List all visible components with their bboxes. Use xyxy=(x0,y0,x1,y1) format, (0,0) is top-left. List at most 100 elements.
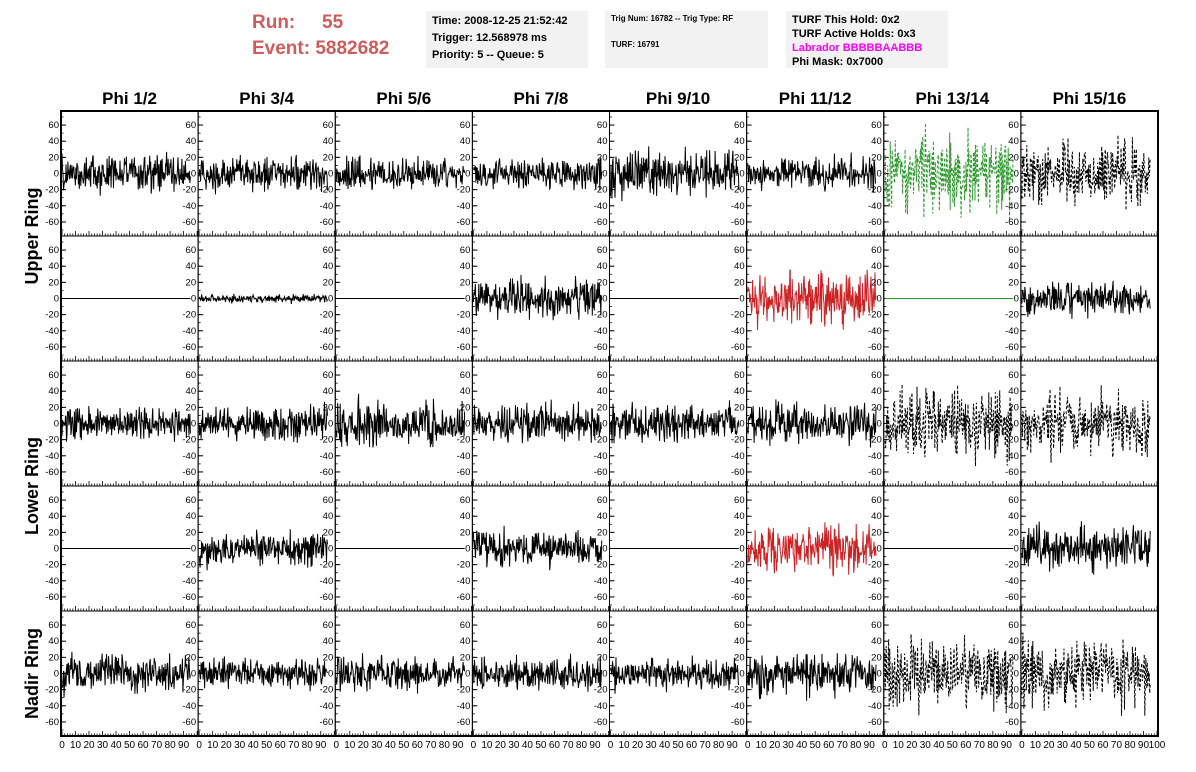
y-tick-label: -40 xyxy=(868,201,882,212)
y-tick-label: -20 xyxy=(868,435,882,446)
y-tick-label: 20 xyxy=(460,527,471,538)
y-tick-label: 40 xyxy=(48,511,59,522)
y-tick-label: 20 xyxy=(323,152,334,163)
y-tick-label: -40 xyxy=(594,326,608,337)
y-tick-label: 40 xyxy=(734,136,745,147)
x-tick-label: 10 xyxy=(618,740,630,751)
x-tick-label: 70 xyxy=(288,740,300,751)
y-tick-label: 40 xyxy=(323,511,334,522)
y-tick-label: 40 xyxy=(871,261,882,272)
y-tick-label: 0 xyxy=(1014,419,1019,430)
y-tick-label: -20 xyxy=(182,310,196,321)
x-tick-label: 0 xyxy=(196,740,202,751)
waveform-trace xyxy=(335,653,466,694)
y-tick-label: 0 xyxy=(191,669,196,680)
y-tick-label: -40 xyxy=(731,451,745,462)
x-tick-label: 20 xyxy=(906,740,918,751)
y-tick-label: -40 xyxy=(1005,326,1019,337)
x-tick-label: 40 xyxy=(659,740,671,751)
y-tick-label: -20 xyxy=(45,560,59,571)
y-tick-label: -60 xyxy=(1005,342,1019,353)
y-tick-label: 40 xyxy=(460,386,471,397)
waveform-trace xyxy=(747,399,877,448)
y-tick-label: -20 xyxy=(457,185,471,196)
y-tick-label: 20 xyxy=(460,402,471,413)
x-tick-label: 50 xyxy=(261,740,273,751)
waveform-trace xyxy=(472,157,603,191)
y-tick-label: 20 xyxy=(1008,277,1019,288)
x-tick-label: 10 xyxy=(344,740,356,751)
y-tick-label: 0 xyxy=(739,669,744,680)
y-tick-label: -40 xyxy=(594,576,608,587)
y-tick-label: 60 xyxy=(734,620,745,631)
y-tick-label: -20 xyxy=(731,310,745,321)
y-tick-label: -60 xyxy=(868,592,882,603)
x-tick-label: 40 xyxy=(933,740,945,751)
y-tick-label: 20 xyxy=(1008,527,1019,538)
waveform-trace xyxy=(884,384,1014,467)
y-tick-label: 60 xyxy=(871,620,882,631)
y-tick-label: 60 xyxy=(1008,245,1019,256)
y-tick-label: -40 xyxy=(731,201,745,212)
x-tick-label: 50 xyxy=(947,740,959,751)
y-tick-label: 40 xyxy=(1008,386,1019,397)
x-tick-label: 30 xyxy=(508,740,520,751)
y-tick-label: -20 xyxy=(320,435,334,446)
x-tick-label: 20 xyxy=(769,740,781,751)
y-tick-label: 20 xyxy=(597,527,608,538)
y-tick-label: 0 xyxy=(602,544,607,555)
y-tick-label: -60 xyxy=(594,717,608,728)
y-tick-label: 60 xyxy=(597,495,608,506)
y-tick-label: -60 xyxy=(182,467,196,478)
y-tick-label: 0 xyxy=(602,669,607,680)
y-tick-label: 20 xyxy=(323,527,334,538)
y-tick-label: 40 xyxy=(48,636,59,647)
waveform-trace xyxy=(198,529,328,571)
y-tick-label: -60 xyxy=(731,342,745,353)
waveform-trace xyxy=(198,293,328,305)
y-tick-label: 20 xyxy=(871,652,882,663)
waveform-trace xyxy=(335,393,466,448)
y-tick-label: -20 xyxy=(45,435,59,446)
y-tick-label: 60 xyxy=(48,370,59,381)
y-tick-label: 0 xyxy=(54,169,59,180)
x-tick-label: 20 xyxy=(83,740,95,751)
y-tick-label: 60 xyxy=(871,495,882,506)
y-tick-label: 40 xyxy=(323,136,334,147)
y-tick-label: -60 xyxy=(1005,217,1019,228)
y-tick-label: 20 xyxy=(597,402,608,413)
x-tick-label: 0 xyxy=(471,740,477,751)
x-tick-label: 60 xyxy=(686,740,698,751)
y-tick-label: 0 xyxy=(328,294,333,305)
waveform-trace xyxy=(472,653,603,692)
y-tick-label: -20 xyxy=(320,185,334,196)
y-tick-label: 0 xyxy=(191,294,196,305)
y-tick-label: 40 xyxy=(323,386,334,397)
y-tick-label: -40 xyxy=(457,326,471,337)
y-tick-label: 60 xyxy=(460,245,471,256)
waveform-trace xyxy=(472,274,603,321)
y-tick-label: 0 xyxy=(602,169,607,180)
y-tick-label: 0 xyxy=(876,669,881,680)
y-tick-label: -20 xyxy=(731,435,745,446)
y-tick-label: -40 xyxy=(457,576,471,587)
y-tick-label: 60 xyxy=(871,370,882,381)
y-tick-label: 40 xyxy=(1008,261,1019,272)
y-tick-label: -40 xyxy=(1005,451,1019,462)
y-tick-label: -20 xyxy=(1005,310,1019,321)
y-tick-label: 60 xyxy=(48,245,59,256)
y-tick-label: 20 xyxy=(186,527,197,538)
column-header: Phi 11/12 xyxy=(779,89,852,108)
y-tick-label: 20 xyxy=(734,402,745,413)
y-tick-label: 60 xyxy=(734,120,745,131)
x-tick-label: 40 xyxy=(1070,740,1082,751)
y-tick-label: 40 xyxy=(597,386,608,397)
trig-info-box: Trig Num: 16782 -- Trig Type: RF TURF: 1… xyxy=(605,11,768,68)
y-tick-label: 40 xyxy=(871,386,882,397)
y-tick-label: -20 xyxy=(1005,560,1019,571)
y-tick-label: -20 xyxy=(182,685,196,696)
run-label: Run: xyxy=(252,12,296,33)
y-tick-label: 20 xyxy=(186,652,197,663)
x-tick-label: 90 xyxy=(1138,740,1150,751)
